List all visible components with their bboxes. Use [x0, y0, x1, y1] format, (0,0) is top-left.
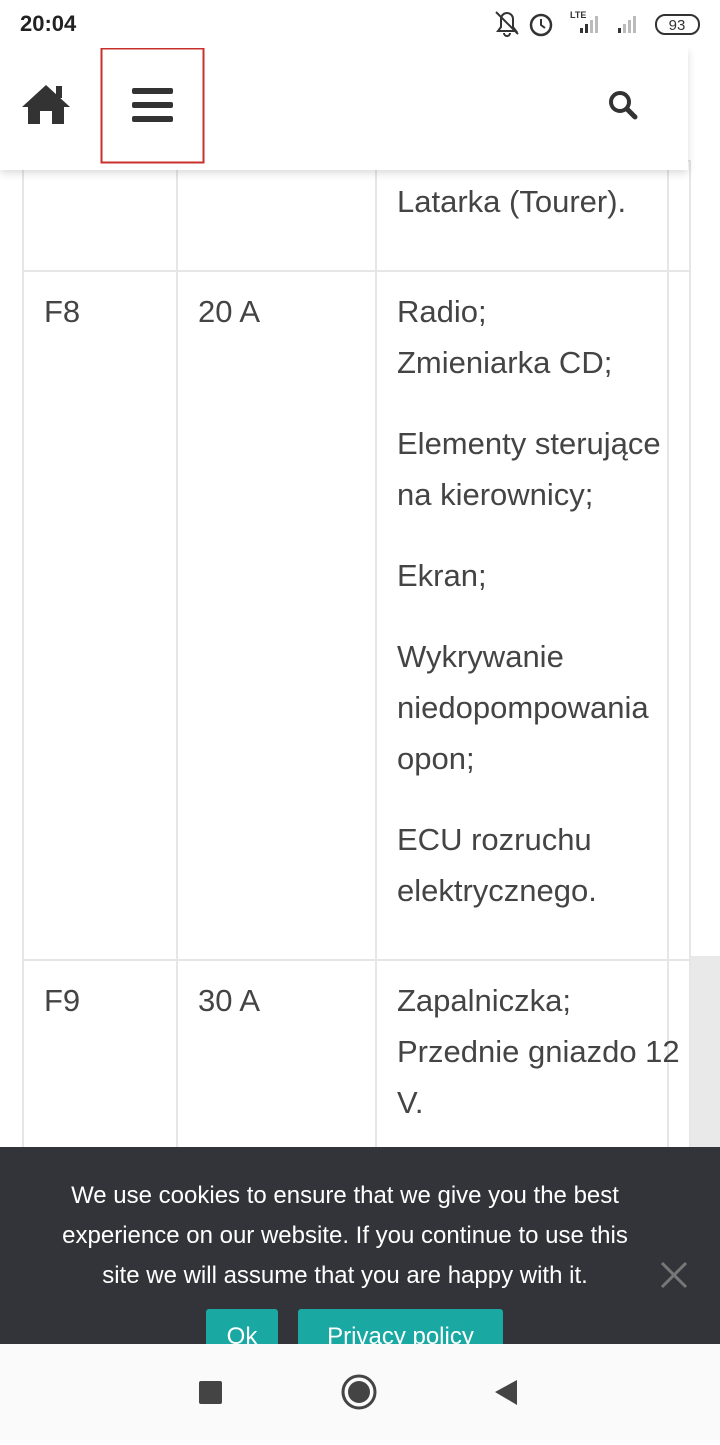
description-line: Zmieniarka CD; [397, 345, 613, 380]
recents-button[interactable] [199, 1381, 222, 1404]
table-row: F9 30 A Zapalniczka; Przednie gniazdo 12 V. [22, 959, 691, 1173]
extra-cell [667, 959, 691, 1173]
amperage-cell: 20 A [176, 270, 377, 961]
fuse-cell: F9 [22, 959, 178, 1173]
description-line: opon; [397, 741, 475, 776]
description-line: Ekran; [397, 558, 487, 593]
fuse-cell [22, 160, 178, 272]
description-paragraph: ECU rozruchu elektrycznego. [397, 814, 647, 916]
description-cell: Latarka (Tourer). [375, 160, 669, 272]
description-line: Wykrywanie [397, 639, 564, 674]
fuse-table: Latarka (Tourer). F8 20 A Radio; Zmieniarka … [22, 160, 691, 1173]
description-line: Przednie gniazdo 12 [397, 1034, 680, 1069]
navigation-bar [0, 1344, 720, 1440]
amperage: 30 A [198, 983, 261, 1018]
description-line: Elementy sterujące [397, 426, 661, 461]
home-nav-button[interactable] [341, 1374, 377, 1410]
site-header [0, 47, 688, 170]
amperage-cell [176, 160, 377, 272]
description-paragraph: Zapalniczka; Przednie gniazdo 12 V. [397, 975, 680, 1128]
clock: 20:04 [20, 11, 77, 36]
network-type: LTE [570, 10, 586, 20]
home-button[interactable] [22, 85, 70, 124]
description-line: Latarka (Tourer). [397, 184, 627, 219]
amperage: 20 A [198, 294, 261, 329]
description-paragraph: Radio; Zmieniarka CD; [397, 286, 647, 388]
menu-button[interactable] [100, 47, 205, 164]
cookie-message: We use cookies to ensure that we give yo… [0, 1176, 690, 1296]
message-line: We use cookies to ensure that we give yo… [71, 1182, 619, 1209]
amperage-cell: 30 A [176, 959, 377, 1173]
battery-level: 93 [669, 17, 686, 34]
description-line: ECU rozruchu [397, 822, 592, 857]
description-line: Zapalniczka; [397, 983, 572, 1018]
fuse: F8 [44, 294, 81, 329]
extra-cell [667, 270, 691, 961]
description-line: elektrycznego. [397, 873, 597, 908]
description-paragraph: Latarka (Tourer). [397, 176, 647, 227]
description-paragraph: Elementy sterujące na kierownicy; [397, 418, 661, 520]
ok-button[interactable]: Ok [206, 1309, 278, 1344]
message-line: experience on our website. If you contin… [62, 1222, 628, 1249]
message-line: site we will assume that you are happy w… [102, 1262, 588, 1289]
description-line: na kierownicy; [397, 477, 594, 512]
page-margin [689, 956, 720, 1156]
extra-cell [667, 160, 691, 272]
header-icons [22, 47, 638, 164]
description-paragraph: Ekran; [397, 550, 647, 601]
cookie-banner: We use cookies to ensure that we give yo… [0, 1147, 720, 1344]
table-row: F8 20 A Radio; Zmieniarka CD; Elementy steru… [22, 270, 691, 961]
description-cell: Radio; Zmieniarka CD; Elementy sterujące na… [375, 270, 669, 961]
close-button[interactable] [659, 1260, 689, 1290]
description-cell: Zapalniczka; Przednie gniazdo 12 V. [375, 959, 680, 1173]
description-line: Radio; [397, 294, 487, 329]
search-button[interactable] [609, 91, 638, 120]
table-row: Latarka (Tourer). [22, 160, 691, 272]
status-bar: 20:04 LTE 93 [0, 0, 720, 48]
privacy-policy-button[interactable]: Privacy policy [298, 1309, 503, 1344]
fuse: F9 [44, 983, 81, 1018]
fuse-cell: F8 [22, 270, 178, 961]
description-line: V. [397, 1085, 424, 1120]
status-icons: LTE 93 [495, 10, 700, 37]
nav-buttons [199, 1374, 517, 1410]
description-line: niedopompowania [397, 690, 649, 725]
back-button[interactable] [495, 1380, 517, 1405]
description-paragraph: Wykrywanie niedopompowania opon; [397, 631, 649, 784]
